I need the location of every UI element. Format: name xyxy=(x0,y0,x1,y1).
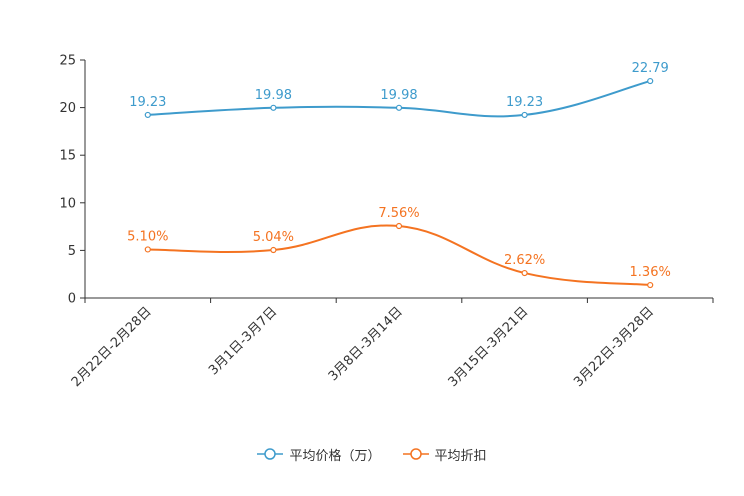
x-category-label: 2月22日-2月28日 xyxy=(69,304,155,390)
legend-label-avg-discount: 平均折扣 xyxy=(434,448,487,464)
legend-item-avg-price[interactable]: 平均价格（万） xyxy=(257,445,381,464)
legend-swatch-avg-discount xyxy=(402,448,429,460)
x-category-label: 3月15日-3月21日 xyxy=(446,304,532,390)
series-line xyxy=(147,224,651,287)
series-layer: 19.23 19.98 19.98 19.23 22.79 5.10% 5.04% 7.56%… xyxy=(127,61,671,289)
x-category-label: 3月22日-3月28日 xyxy=(571,304,657,390)
data-label: 22.79 xyxy=(632,61,669,76)
legend-item-avg-discount[interactable]: 平均折扣 xyxy=(402,445,487,464)
data-label: 5.10% xyxy=(127,229,168,244)
y-tick-label: 5 xyxy=(68,244,76,259)
data-point xyxy=(395,104,403,111)
data-label: 19.23 xyxy=(129,95,166,110)
x-category-label: 3月8日-3月14日 xyxy=(326,304,406,384)
data-point xyxy=(144,246,151,253)
data-point xyxy=(270,246,277,254)
y-tick-label: 10 xyxy=(59,196,76,211)
data-point xyxy=(647,77,654,85)
data-label: 1.36% xyxy=(630,265,671,280)
y-tick-label: 25 xyxy=(59,54,76,69)
series-0: 19.23 19.98 19.98 19.23 22.79 xyxy=(129,61,669,119)
data-label: 2.62% xyxy=(504,253,545,268)
data-point xyxy=(144,111,151,119)
legend: 平均价格（万） 平均折扣 xyxy=(0,444,744,464)
data-point xyxy=(521,111,528,119)
y-tick-label: 0 xyxy=(68,292,76,307)
data-point xyxy=(270,104,277,111)
x-category-label: 3月1日-3月7日 xyxy=(206,304,280,378)
series-1: 5.10% 5.04% 7.56% 2.62% 1.36% xyxy=(127,206,671,289)
legend-label-avg-price: 平均价格（万） xyxy=(289,448,381,464)
data-point xyxy=(395,222,403,230)
legend-swatch-avg-price xyxy=(257,448,284,460)
data-label: 19.98 xyxy=(380,88,417,103)
data-label: 19.98 xyxy=(255,88,292,103)
data-point xyxy=(521,269,528,277)
y-tick-label: 15 xyxy=(59,149,76,164)
data-label: 5.04% xyxy=(253,230,294,245)
data-label: 7.56% xyxy=(378,206,419,221)
data-label: 19.23 xyxy=(506,95,543,110)
y-tick-label: 20 xyxy=(59,101,76,116)
data-point xyxy=(647,281,654,289)
